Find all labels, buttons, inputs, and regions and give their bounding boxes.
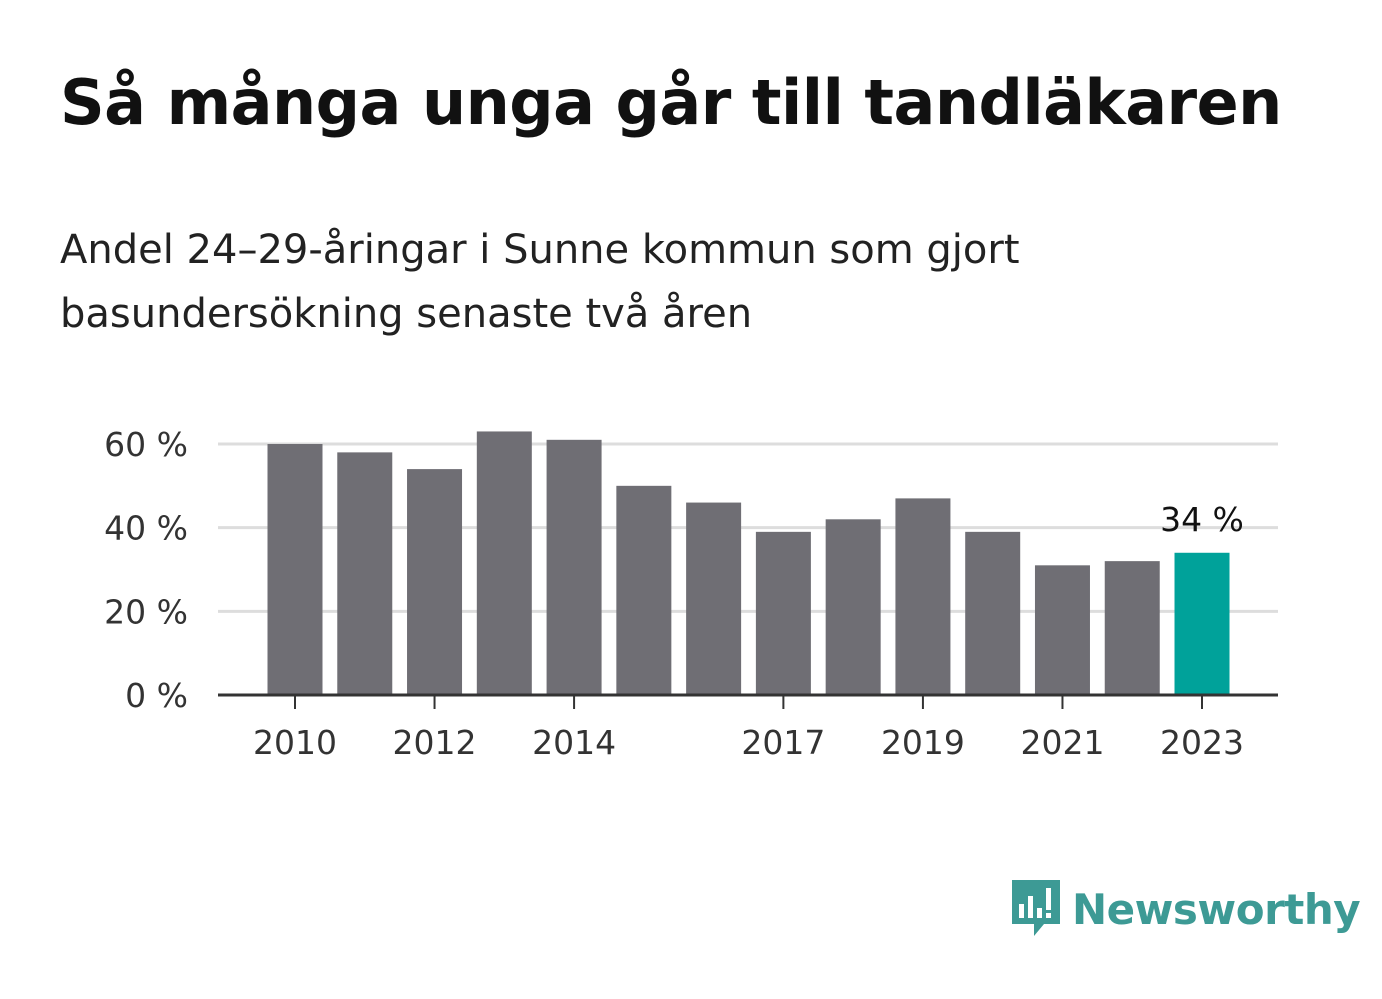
bar-2010 <box>267 444 323 695</box>
x-axis-ticks: 2010 2012 2014 2017 2019 2021 2023 <box>253 695 1244 762</box>
bar-2012 <box>407 469 463 695</box>
x-tick-label: 2017 <box>741 723 825 762</box>
bar-2020 <box>965 531 1021 695</box>
y-axis-ticks: 0 % 20 % 40 % 60 % <box>104 425 188 715</box>
chart-subtitle: Andel 24–29-åringar i Sunne kommun som g… <box>60 227 1020 337</box>
x-tick-label: 2012 <box>393 723 477 762</box>
y-tick-label: 0 % <box>125 676 188 715</box>
bars <box>267 431 1230 695</box>
bar-2015 <box>616 485 672 695</box>
brand-logo: Newsworthy <box>1010 878 1361 940</box>
y-tick-label: 60 % <box>104 425 188 464</box>
bar-2018 <box>825 519 881 695</box>
bar-2022 <box>1104 561 1160 695</box>
newsworthy-logo-icon <box>1012 880 1060 936</box>
x-tick-label: 2010 <box>253 723 337 762</box>
bar-2016 <box>686 502 742 695</box>
x-tick-label: 2021 <box>1020 723 1104 762</box>
bar-2013 <box>476 431 532 695</box>
x-tick-label: 2023 <box>1160 723 1244 762</box>
x-tick-label: 2019 <box>881 723 965 762</box>
y-tick-label: 40 % <box>104 509 188 548</box>
bar-2014 <box>546 439 602 695</box>
bar-2021 <box>1034 565 1090 695</box>
data-label-highlight: 34 % <box>1160 500 1244 539</box>
grid-lines <box>218 442 1278 613</box>
brand-name: Newsworthy <box>1072 884 1361 934</box>
bar-2019 <box>895 498 951 695</box>
bar-2023 <box>1174 552 1230 695</box>
bar-2011 <box>337 452 393 695</box>
bar-2017 <box>755 531 811 695</box>
y-tick-label: 20 % <box>104 592 188 631</box>
x-tick-label: 2014 <box>532 723 616 762</box>
chart-title: Så många unga går till tandläkaren <box>60 66 1282 139</box>
